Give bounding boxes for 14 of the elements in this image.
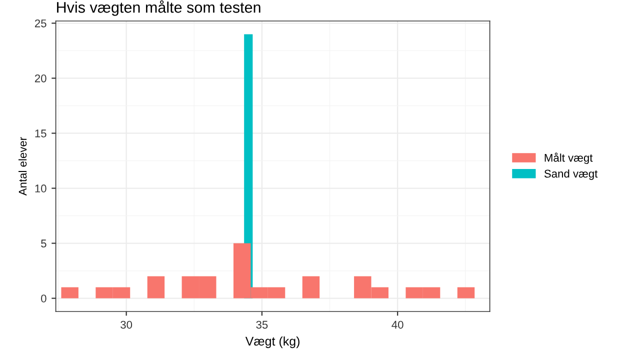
legend-label: Sand vægt — [544, 169, 598, 180]
y-tick-label: 0 — [41, 294, 46, 302]
legend-label: Målt vægt — [544, 152, 593, 164]
x-tick-label: 40 — [392, 320, 404, 329]
x-tick-label: 35 — [256, 320, 268, 329]
y-tick-label: 15 — [35, 130, 46, 138]
x-tick-label: 30 — [120, 320, 132, 329]
y-tick-label: 5 — [41, 240, 46, 248]
chart-title: Hvis vægten målte som testen — [57, 0, 260, 16]
y-tick-label: 25 — [34, 19, 46, 28]
y-tick-label: 20 — [34, 74, 46, 82]
y-axis-title: Antal elever — [18, 137, 27, 196]
y-tick-label: 10 — [35, 184, 46, 192]
x-axis-title: Vægt (kg) — [245, 336, 300, 348]
